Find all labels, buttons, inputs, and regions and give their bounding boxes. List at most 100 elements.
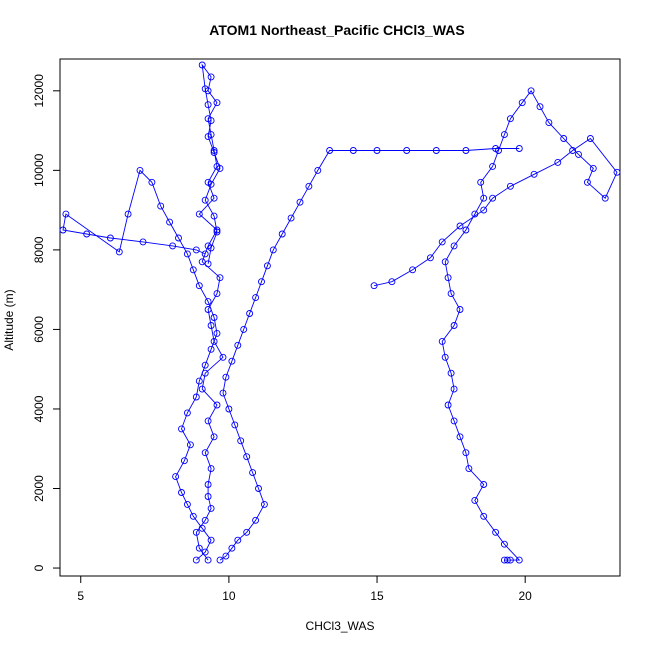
data-point-2-7 <box>172 473 180 481</box>
data-point-3-8 <box>249 469 257 477</box>
data-point-3-30 <box>373 147 381 154</box>
data-point-2-5 <box>183 500 191 508</box>
data-point-3-24 <box>287 214 295 222</box>
data-point-1-4 <box>500 540 508 548</box>
chart-title: ATOM1 Northeast_Pacific CHCl3_WAS <box>209 22 464 38</box>
data-point-1-50 <box>438 238 446 246</box>
data-point-2-14 <box>201 361 209 369</box>
data-point-2-23 <box>166 218 174 226</box>
data-point-0-33 <box>198 61 206 69</box>
y-axis-label: Altitude (m) <box>2 289 16 350</box>
y-tick-label-5: 10000 <box>32 153 46 187</box>
data-point-1-19 <box>456 306 464 313</box>
data-point-1-16 <box>441 353 449 361</box>
y-tick-label-4: 8000 <box>32 236 46 263</box>
data-point-1-20 <box>447 290 455 298</box>
plot-frame <box>59 58 621 577</box>
data-point-1-43 <box>569 147 577 154</box>
data-point-1-1 <box>503 556 511 564</box>
data-point-1-18 <box>450 322 458 329</box>
data-point-3-0 <box>216 556 224 564</box>
data-point-3-31 <box>403 147 411 154</box>
data-point-2-27 <box>124 210 132 218</box>
data-point-3-25 <box>296 198 304 206</box>
data-point-1-34 <box>536 103 544 111</box>
data-point-1-36 <box>560 135 568 142</box>
data-point-1-7 <box>471 496 479 504</box>
data-point-3-2 <box>228 544 236 552</box>
data-point-3-34 <box>492 145 500 152</box>
y-tick-label-0: 0 <box>32 564 46 571</box>
data-point-3-17 <box>240 325 248 333</box>
data-point-0-14 <box>219 353 227 361</box>
data-point-0-6 <box>204 481 212 488</box>
data-point-0-41 <box>201 196 209 204</box>
data-point-0-5 <box>204 493 212 500</box>
data-point-1-11 <box>456 433 464 441</box>
data-point-0-37 <box>204 133 212 141</box>
data-point-1-30 <box>500 131 508 139</box>
data-point-0-45 <box>204 260 212 268</box>
data-point-1-52 <box>409 266 417 274</box>
data-point-0-16 <box>207 322 215 329</box>
data-point-1-51 <box>426 254 434 262</box>
x-axis-label: CHCl3_WAS <box>306 619 375 633</box>
data-point-3-33 <box>462 147 470 154</box>
data-point-1-37 <box>575 150 582 158</box>
data-point-0-1 <box>195 544 203 552</box>
data-point-2-25 <box>148 178 156 186</box>
data-point-3-1 <box>222 552 230 560</box>
data-points <box>59 61 621 564</box>
data-point-0-3 <box>201 516 209 524</box>
data-point-0-23 <box>195 210 203 218</box>
data-point-0-9 <box>210 433 218 441</box>
data-point-1-15 <box>447 369 455 377</box>
data-point-2-19 <box>195 282 203 290</box>
data-point-0-40 <box>207 180 215 188</box>
data-point-0-35 <box>204 101 212 109</box>
data-point-0-30 <box>213 99 221 107</box>
data-point-2-26 <box>136 166 144 174</box>
data-point-2-10 <box>178 425 185 433</box>
data-point-0-22 <box>213 226 221 234</box>
data-point-2-22 <box>175 234 182 242</box>
data-point-2-3 <box>198 524 206 532</box>
data-point-1-27 <box>477 178 485 186</box>
data-point-1-12 <box>450 417 458 425</box>
data-point-1-25 <box>471 210 479 218</box>
data-point-1-3 <box>515 556 523 564</box>
y-tick-label-3: 6000 <box>32 316 46 343</box>
data-point-1-42 <box>586 135 594 142</box>
data-point-3-26 <box>305 182 313 190</box>
data-point-1-47 <box>489 194 497 202</box>
data-point-1-45 <box>530 170 538 178</box>
data-point-2-17 <box>210 314 218 321</box>
data-point-3-27 <box>314 166 322 174</box>
data-point-2-1 <box>201 548 209 556</box>
data-point-0-43 <box>213 228 221 236</box>
data-point-1-14 <box>450 385 458 393</box>
data-point-0-44 <box>207 244 215 252</box>
data-point-2-20 <box>189 266 197 274</box>
data-point-3-4 <box>243 528 251 536</box>
data-point-0-42 <box>210 212 218 220</box>
data-point-2-4 <box>189 512 197 520</box>
data-point-3-22 <box>269 246 277 254</box>
data-point-2-15 <box>207 345 215 353</box>
data-point-2-32 <box>106 234 114 242</box>
data-point-1-40 <box>601 194 609 202</box>
data-point-1-33 <box>527 87 535 95</box>
data-point-3-20 <box>258 278 265 286</box>
data-point-2-31 <box>83 230 91 238</box>
data-point-2-35 <box>192 246 200 254</box>
data-point-3-7 <box>255 485 262 492</box>
data-point-0-17 <box>204 306 212 313</box>
data-point-1-13 <box>444 401 452 409</box>
data-point-0-13 <box>201 369 209 377</box>
data-point-2-8 <box>180 457 188 465</box>
data-point-3-14 <box>222 373 230 381</box>
y-tick-label-2: 4000 <box>32 395 46 422</box>
data-point-3-11 <box>231 421 239 429</box>
series-line-1 <box>374 89 618 561</box>
